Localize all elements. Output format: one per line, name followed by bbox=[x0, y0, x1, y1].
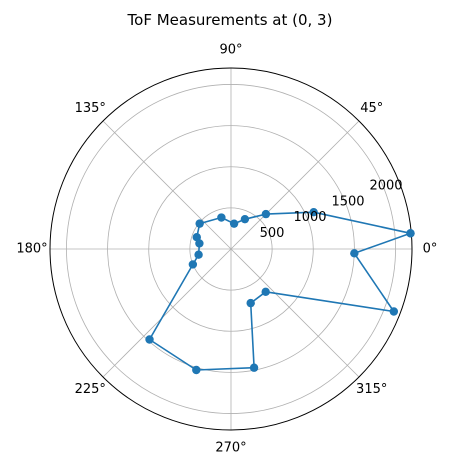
data-point-8 bbox=[195, 239, 203, 247]
angular-gridline-1 bbox=[231, 121, 359, 249]
data-point-12 bbox=[192, 366, 200, 374]
data-point-3 bbox=[241, 215, 249, 223]
radial-tick-label: 1500 bbox=[331, 194, 364, 209]
data-point-4 bbox=[230, 219, 238, 227]
data-point-15 bbox=[261, 288, 269, 296]
data-point-16 bbox=[390, 307, 398, 315]
theta-tick-label: 90° bbox=[219, 43, 242, 58]
data-point-18 bbox=[406, 229, 414, 237]
angular-gridline-5 bbox=[103, 249, 231, 377]
angular-gridline-7 bbox=[231, 249, 359, 377]
radial-tick-labels: 500 1000 1500 2000 bbox=[260, 179, 403, 241]
data-point-10 bbox=[189, 260, 197, 268]
polar-grid bbox=[50, 68, 412, 430]
data-point-14 bbox=[246, 299, 254, 307]
theta-tick-label: 180° bbox=[16, 242, 47, 257]
theta-tick-label: 45° bbox=[360, 101, 383, 116]
data-point-5 bbox=[217, 213, 225, 221]
data-point-11 bbox=[145, 335, 153, 343]
data-point-6 bbox=[195, 219, 203, 227]
theta-tick-label: 315° bbox=[356, 382, 387, 397]
theta-tick-label: 225° bbox=[75, 382, 106, 397]
radial-tick-label: 1000 bbox=[293, 210, 326, 225]
data-point-17 bbox=[350, 249, 358, 257]
data-point-13 bbox=[250, 364, 258, 372]
data-point-2 bbox=[262, 210, 270, 218]
radial-tick-label: 500 bbox=[260, 226, 285, 241]
angular-gridline-3 bbox=[103, 121, 231, 249]
theta-tick-label: 0° bbox=[423, 242, 438, 257]
radial-tick-label: 2000 bbox=[369, 179, 402, 194]
theta-tick-label: 135° bbox=[75, 101, 106, 116]
theta-tick-label: 270° bbox=[215, 441, 246, 456]
data-point-9 bbox=[194, 251, 202, 259]
chart-title: ToF Measurements at (0, 3) bbox=[127, 11, 333, 29]
